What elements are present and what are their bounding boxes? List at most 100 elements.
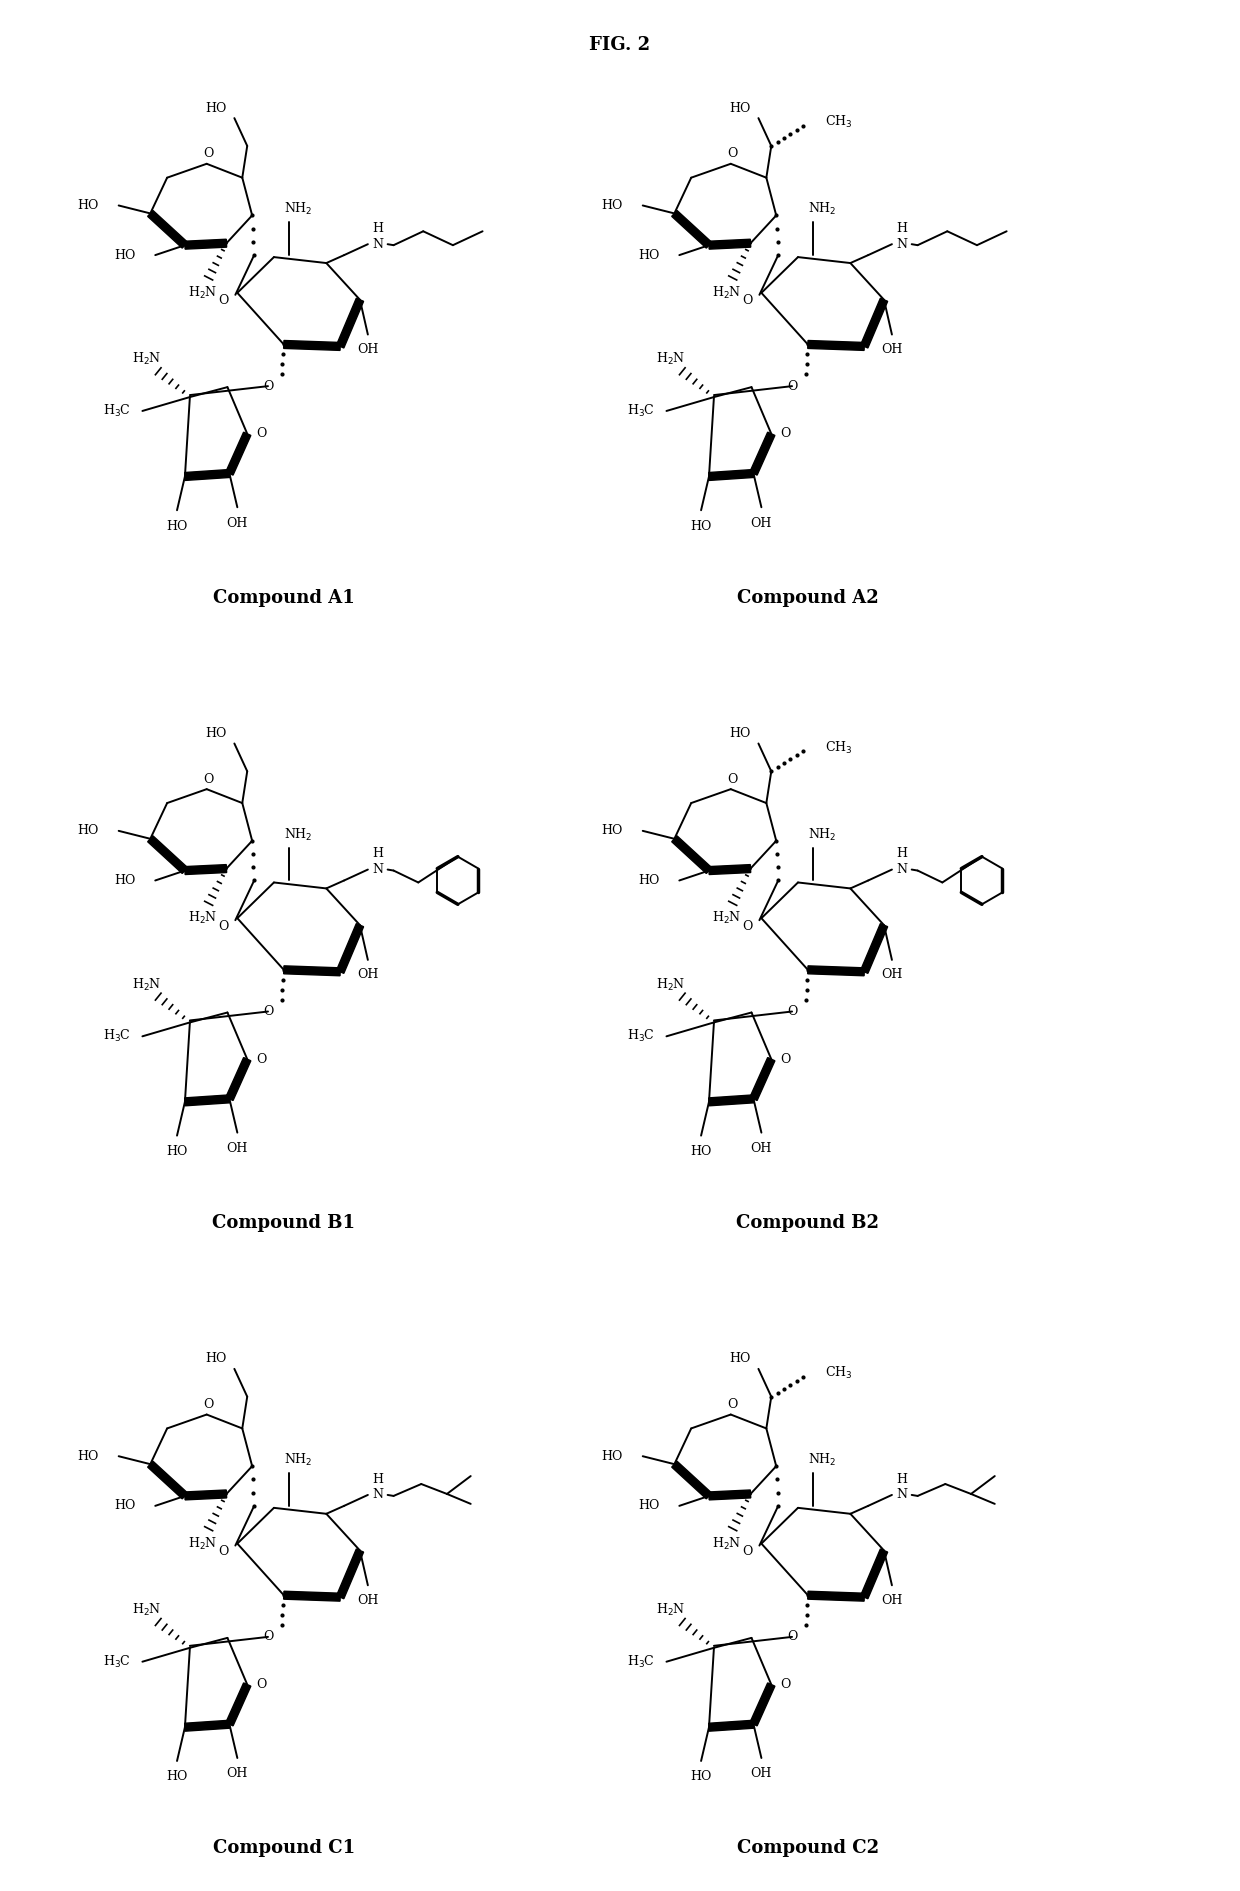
Text: NH$_2$: NH$_2$ [808, 202, 837, 217]
Polygon shape [226, 1057, 250, 1101]
Text: O: O [743, 919, 753, 932]
Text: OH: OH [227, 1768, 248, 1779]
Text: HO: HO [205, 1352, 227, 1365]
Text: O: O [263, 1004, 273, 1017]
Polygon shape [185, 1095, 229, 1106]
Text: H: H [372, 847, 383, 860]
Polygon shape [185, 864, 227, 874]
Text: O: O [728, 773, 738, 787]
Text: HO: HO [78, 199, 99, 212]
Text: HO: HO [639, 874, 660, 887]
Text: NH$_2$: NH$_2$ [284, 826, 312, 843]
Text: O: O [780, 427, 790, 441]
Text: O: O [787, 1630, 797, 1643]
Text: Compound B1: Compound B1 [212, 1214, 356, 1231]
Text: HO: HO [166, 1770, 187, 1783]
Polygon shape [185, 240, 227, 250]
Text: HO: HO [729, 102, 750, 115]
Polygon shape [148, 836, 187, 874]
Text: NH$_2$: NH$_2$ [808, 1452, 837, 1467]
Polygon shape [861, 299, 888, 348]
Text: N: N [897, 1488, 908, 1501]
Text: HO: HO [78, 824, 99, 838]
Text: HO: HO [639, 1500, 660, 1513]
Text: O: O [787, 380, 797, 393]
Text: HO: HO [114, 248, 135, 261]
Polygon shape [226, 1683, 250, 1726]
Polygon shape [709, 1095, 754, 1106]
Text: Compound C1: Compound C1 [213, 1840, 355, 1857]
Polygon shape [709, 1490, 750, 1500]
Text: HO: HO [601, 1450, 622, 1464]
Text: H$_3$C: H$_3$C [626, 1029, 655, 1044]
Text: O: O [743, 295, 753, 306]
Text: HO: HO [601, 824, 622, 838]
Text: HO: HO [601, 199, 622, 212]
Text: HO: HO [729, 726, 750, 739]
Text: OH: OH [227, 516, 248, 529]
Text: H$_3$C: H$_3$C [103, 403, 130, 420]
Polygon shape [672, 1462, 712, 1500]
Polygon shape [336, 299, 363, 348]
Text: CH$_3$: CH$_3$ [825, 1365, 852, 1380]
Text: HO: HO [78, 1450, 99, 1464]
Text: HO: HO [166, 1144, 187, 1157]
Text: H: H [372, 1473, 383, 1486]
Text: NH$_2$: NH$_2$ [284, 1452, 312, 1467]
Text: H$_2$N: H$_2$N [131, 976, 161, 993]
Polygon shape [807, 1590, 864, 1602]
Text: Compound C2: Compound C2 [737, 1840, 879, 1857]
Text: H: H [897, 221, 908, 234]
Polygon shape [709, 240, 750, 250]
Text: H$_2$N: H$_2$N [188, 1535, 217, 1553]
Polygon shape [185, 1721, 229, 1730]
Text: OH: OH [357, 342, 378, 356]
Text: N: N [897, 862, 908, 876]
Text: O: O [203, 1397, 213, 1411]
Text: H: H [897, 847, 908, 860]
Polygon shape [750, 1057, 775, 1101]
Text: O: O [743, 1545, 753, 1558]
Polygon shape [336, 923, 363, 974]
Text: O: O [218, 919, 228, 932]
Text: NH$_2$: NH$_2$ [808, 826, 837, 843]
Text: OH: OH [750, 1142, 773, 1155]
Text: H: H [897, 1473, 908, 1486]
Polygon shape [185, 469, 229, 480]
Text: O: O [255, 1053, 267, 1067]
Text: H$_2$N: H$_2$N [188, 286, 217, 301]
Text: HO: HO [205, 726, 227, 739]
Polygon shape [185, 1490, 227, 1500]
Text: H$_3$C: H$_3$C [103, 1029, 130, 1044]
Text: H$_2$N: H$_2$N [712, 286, 742, 301]
Text: H$_2$N: H$_2$N [712, 1535, 742, 1553]
Text: H$_2$N: H$_2$N [131, 352, 161, 367]
Text: OH: OH [882, 342, 903, 356]
Text: H$_2$N: H$_2$N [188, 910, 217, 927]
Polygon shape [672, 836, 712, 874]
Text: N: N [372, 1488, 383, 1501]
Text: H$_2$N: H$_2$N [131, 1602, 161, 1619]
Text: NH$_2$: NH$_2$ [284, 202, 312, 217]
Text: OH: OH [357, 968, 378, 981]
Text: O: O [728, 1397, 738, 1411]
Text: OH: OH [750, 516, 773, 529]
Polygon shape [750, 1683, 775, 1726]
Polygon shape [709, 469, 754, 480]
Polygon shape [148, 210, 187, 248]
Text: H$_2$N: H$_2$N [712, 910, 742, 927]
Text: H: H [372, 221, 383, 234]
Text: HO: HO [691, 1144, 712, 1157]
Text: H$_2$N: H$_2$N [656, 352, 686, 367]
Text: OH: OH [227, 1142, 248, 1155]
Text: CH$_3$: CH$_3$ [825, 113, 852, 130]
Polygon shape [807, 340, 864, 350]
Text: HO: HO [114, 874, 135, 887]
Text: OH: OH [882, 1594, 903, 1607]
Text: O: O [780, 1677, 790, 1691]
Text: Compound A2: Compound A2 [737, 588, 879, 607]
Text: FIG. 2: FIG. 2 [589, 36, 651, 53]
Text: HO: HO [205, 102, 227, 115]
Text: OH: OH [357, 1594, 378, 1607]
Text: Compound A1: Compound A1 [213, 588, 355, 607]
